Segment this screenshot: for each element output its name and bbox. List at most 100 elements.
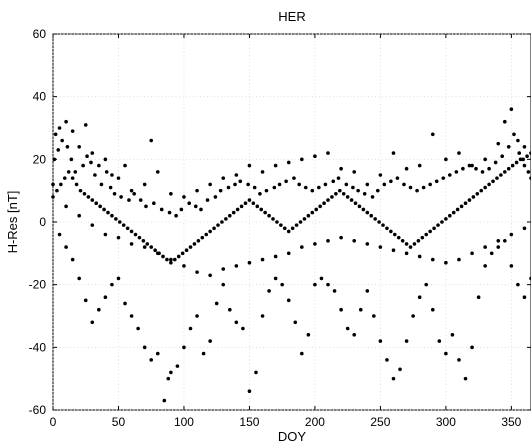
data-point-308 (205, 198, 210, 202)
data-point-280 (522, 226, 527, 231)
data-point-319 (277, 182, 282, 187)
y-tick-label-3: 0 (39, 215, 46, 229)
data-point-223 (448, 213, 452, 218)
data-point-222 (444, 217, 448, 221)
data-point-161 (204, 232, 209, 237)
data-point-65 (166, 376, 171, 381)
data-point-279 (509, 232, 514, 237)
data-point-250 (129, 242, 134, 246)
y-tick-label-5: 40 (33, 90, 47, 104)
data-point-46 (522, 145, 527, 149)
data-point-71 (201, 351, 206, 356)
data-point-185 (298, 220, 303, 224)
data-point-298 (138, 198, 143, 202)
data-point-137 (110, 213, 114, 218)
data-point-73 (214, 301, 219, 306)
y-tick-label-4: 20 (33, 152, 47, 166)
data-point-155 (180, 251, 185, 256)
data-point-146 (145, 242, 150, 246)
data-point-315 (252, 185, 257, 190)
data-point-67 (175, 364, 180, 368)
data-point-265 (326, 239, 330, 243)
data-point-258 (234, 264, 239, 268)
data-point-306 (193, 204, 198, 209)
data-point-215 (416, 239, 421, 243)
data-point-352 (493, 160, 498, 165)
data-point-231 (479, 188, 484, 193)
data-point-198 (349, 198, 354, 202)
data-point-296 (127, 198, 131, 202)
data-point-94 (352, 333, 357, 337)
y-tick-label-1: -40 (29, 340, 47, 354)
data-point-266 (339, 235, 343, 240)
y-tick-label-0: -60 (29, 403, 47, 417)
data-point-219 (432, 226, 436, 231)
data-point-37 (430, 132, 435, 137)
data-point-99 (385, 358, 389, 362)
x-tick-label-1: 50 (112, 415, 126, 429)
data-point-190 (318, 204, 322, 209)
data-point-156 (184, 248, 189, 252)
data-point-177 (267, 213, 271, 218)
data-point-143 (133, 232, 138, 237)
data-point-164 (216, 223, 220, 227)
data-point-95 (358, 307, 363, 312)
data-point-15 (149, 138, 154, 143)
data-point-85 (293, 320, 298, 325)
data-point-297 (132, 192, 136, 196)
data-point-62 (149, 358, 154, 362)
data-point-245 (64, 204, 68, 209)
data-point-87 (306, 333, 311, 337)
data-point-273 (430, 257, 435, 262)
data-point-86 (300, 351, 304, 356)
data-point-307 (199, 207, 203, 212)
data-point-234 (491, 179, 495, 184)
data-point-300 (152, 201, 156, 205)
data-point-16 (155, 170, 160, 174)
x-tick-label-3: 150 (239, 415, 259, 429)
data-point-329 (344, 182, 349, 187)
data-point-123 (55, 188, 59, 193)
data-point-18 (182, 195, 186, 199)
x-tick-label-7: 350 (501, 415, 521, 429)
data-point-263 (300, 245, 304, 249)
data-point-199 (353, 201, 358, 205)
data-point-68 (182, 345, 186, 350)
x-tick-label-0: 0 (50, 415, 57, 429)
data-point-295 (119, 195, 123, 199)
data-point-186 (302, 217, 307, 221)
data-point-221 (440, 220, 444, 224)
x-tick-label-6: 300 (436, 415, 456, 429)
data-point-309 (213, 195, 218, 199)
data-point-33 (378, 173, 383, 177)
data-point-350 (480, 170, 485, 174)
data-point-232 (483, 185, 487, 190)
data-point-180 (279, 223, 283, 227)
data-point-34 (391, 151, 396, 155)
data-point-182 (286, 229, 291, 234)
data-point-49 (64, 245, 68, 249)
data-point-113 (476, 295, 481, 300)
data-point-51 (77, 276, 81, 281)
data-point-260 (260, 257, 265, 262)
data-point-141 (125, 226, 130, 231)
data-point-140 (121, 223, 126, 227)
data-point-6 (83, 123, 88, 127)
data-point-211 (400, 239, 405, 243)
data-point-354 (506, 145, 511, 149)
data-point-3 (64, 119, 68, 124)
data-point-174 (255, 204, 260, 209)
data-point-299 (144, 204, 148, 209)
data-point-345 (448, 173, 452, 177)
data-point-92 (339, 307, 343, 312)
data-point-356 (517, 151, 522, 155)
data-point-98 (378, 339, 383, 343)
data-point-176 (263, 210, 267, 215)
data-point-275 (457, 257, 461, 262)
data-point-132 (90, 198, 95, 202)
data-point-20 (208, 182, 212, 187)
data-point-76 (234, 320, 239, 325)
data-point-255 (195, 270, 199, 274)
data-point-200 (357, 204, 362, 209)
data-point-218 (428, 229, 432, 234)
